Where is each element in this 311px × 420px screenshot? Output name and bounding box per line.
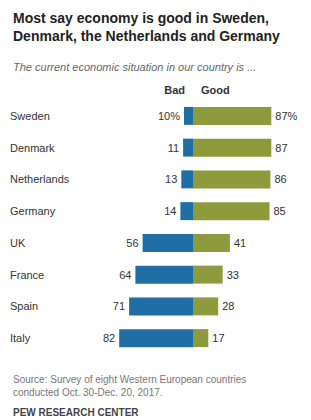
svg-text:82: 82 xyxy=(103,332,115,344)
svg-text:14: 14 xyxy=(164,205,176,217)
svg-text:Source: Survey of eight Wester: Source: Survey of eight Western European… xyxy=(13,374,249,385)
svg-text:13: 13 xyxy=(165,173,177,185)
svg-text:87%: 87% xyxy=(275,110,297,122)
svg-text:Spain: Spain xyxy=(10,300,38,312)
svg-text:28: 28 xyxy=(222,300,234,312)
svg-text:PEW RESEARCH CENTER: PEW RESEARCH CENTER xyxy=(13,407,139,418)
svg-text:Netherlands: Netherlands xyxy=(10,173,70,185)
svg-text:Denmark, the Netherlands and G: Denmark, the Netherlands and Germany xyxy=(13,28,280,44)
svg-text:87: 87 xyxy=(275,142,287,154)
svg-text:Bad: Bad xyxy=(164,84,185,96)
svg-text:Denmark: Denmark xyxy=(10,142,55,154)
svg-text:Most say economy is good in Sw: Most say economy is good in Sweden, xyxy=(13,10,273,26)
svg-text:41: 41 xyxy=(234,237,246,249)
svg-text:Sweden: Sweden xyxy=(10,110,50,122)
svg-text:86: 86 xyxy=(274,173,286,185)
svg-text:11: 11 xyxy=(168,142,179,154)
svg-text:17: 17 xyxy=(212,332,224,344)
svg-text:UK: UK xyxy=(10,237,26,249)
svg-text:71: 71 xyxy=(113,300,125,312)
svg-text:The current economic situation: The current economic situation in our co… xyxy=(13,61,256,73)
svg-text:10%: 10% xyxy=(158,110,180,122)
svg-text:France: France xyxy=(10,269,44,281)
svg-text:Good: Good xyxy=(201,84,230,96)
svg-text:conducted Oct. 30-Dec. 20, 201: conducted Oct. 30-Dec. 20, 2017. xyxy=(13,387,163,398)
svg-text:56: 56 xyxy=(126,237,138,249)
svg-text:Italy: Italy xyxy=(10,332,31,344)
svg-text:33: 33 xyxy=(227,269,239,281)
svg-text:85: 85 xyxy=(274,205,286,217)
svg-text:64: 64 xyxy=(119,269,131,281)
svg-text:Germany: Germany xyxy=(10,205,56,217)
